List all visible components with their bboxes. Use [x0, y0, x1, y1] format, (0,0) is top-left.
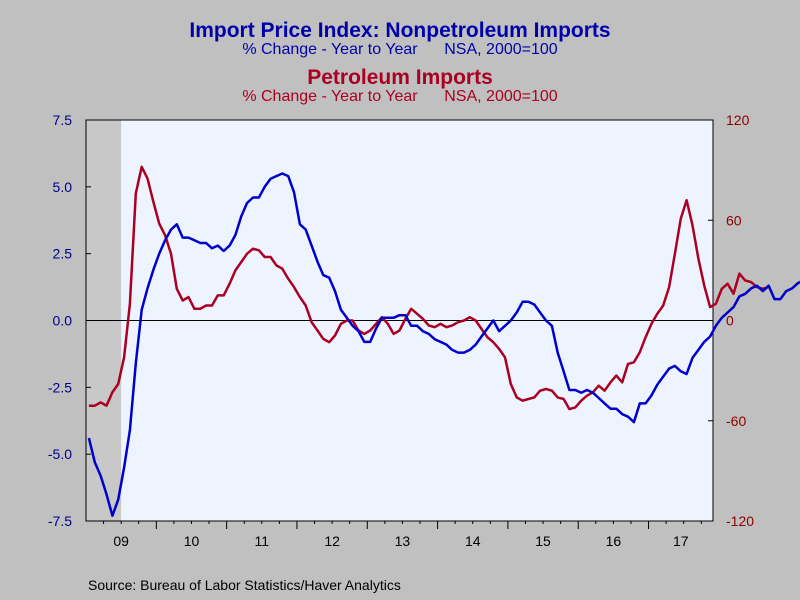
left-axis-label: 7.5 — [53, 112, 73, 128]
left-axis-label: 2.5 — [53, 246, 73, 262]
right-axis-label: 0 — [726, 313, 734, 329]
left-axis-label: 0.0 — [53, 313, 73, 329]
x-axis-label: 15 — [535, 533, 551, 549]
chart-title-petroleum: Petroleum Imports — [307, 66, 493, 89]
x-axis-label: 11 — [255, 533, 270, 549]
chart-subtitle-petroleum: % Change - Year to Year NSA, 2000=100 — [242, 88, 558, 105]
source-note: Source: Bureau of Labor Statistics/Haver… — [88, 577, 401, 593]
right-axis-label: 60 — [726, 212, 742, 228]
left-axis-label: -7.5 — [48, 513, 72, 529]
right-axis-label: -60 — [726, 413, 746, 429]
left-axis-label: -2.5 — [48, 379, 72, 395]
x-axis-label: 17 — [673, 533, 689, 549]
chart-subtitle-nonpetroleum: % Change - Year to Year NSA, 2000=100 — [242, 41, 558, 58]
x-axis-label: 13 — [395, 533, 411, 549]
right-axis-label: -120 — [726, 513, 754, 529]
right-axis-label: 120 — [726, 112, 750, 128]
x-axis-label: 16 — [606, 533, 622, 549]
series-line-petroleum — [88, 165, 770, 411]
chart-title-nonpetroleum: Import Price Index: Nonpetroleum Imports — [189, 19, 611, 42]
left-axis-label: 5.0 — [53, 179, 73, 195]
x-axis-label: 12 — [324, 533, 340, 549]
x-axis-label: 10 — [184, 533, 200, 549]
left-axis-label: -5.0 — [48, 446, 72, 462]
x-axis-label: 09 — [113, 533, 129, 549]
x-axis-label: 14 — [465, 533, 481, 549]
series-line-nonpetroleum — [87, 172, 800, 517]
